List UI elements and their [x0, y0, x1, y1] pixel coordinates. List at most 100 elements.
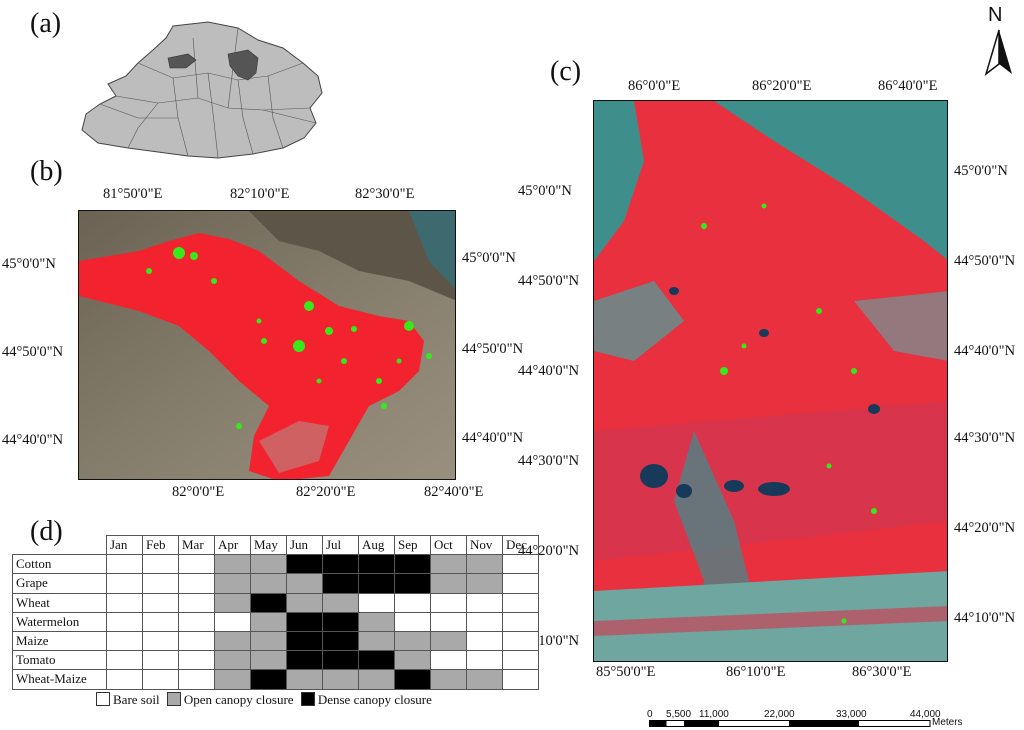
- stage-cell: [178, 554, 215, 575]
- crop-name: Wheat-Maize: [12, 669, 107, 690]
- stage-cell: [430, 650, 467, 671]
- stage-cell: [358, 630, 395, 652]
- map-c-right-tick: 45°0'0"N: [954, 163, 1008, 179]
- stage-cell: [106, 611, 143, 632]
- stage-cell: [394, 554, 431, 575]
- crop-row: Wheat: [12, 592, 539, 613]
- stage-cell: [142, 611, 179, 632]
- stage-cell: [466, 573, 503, 594]
- map-c-bottom-tick: 86°30'0"E: [852, 664, 912, 680]
- stage-cell: [322, 630, 359, 652]
- stage-cell: [322, 592, 359, 613]
- stage-cell: [430, 573, 467, 594]
- stage-cell: [394, 669, 431, 690]
- study-area-c-highlight: [227, 49, 259, 81]
- stage-cell: [214, 592, 251, 613]
- month-header: Oct: [430, 534, 467, 556]
- crop-row: Watermelon: [12, 611, 539, 632]
- stage-cell: [286, 554, 323, 575]
- stage-cell: [502, 592, 539, 613]
- stage-cell: [142, 630, 179, 652]
- stage-cell: [466, 650, 503, 671]
- scale-label: 5,500: [666, 709, 692, 720]
- stage-cell: [214, 650, 251, 671]
- stage-cell: [358, 554, 395, 575]
- month-header: Feb: [142, 534, 179, 556]
- map-b-bottom-tick: 82°20'0"E: [296, 484, 356, 500]
- legend-swatch: [300, 692, 315, 706]
- stage-cell: [322, 650, 359, 671]
- scale-label: 33,000: [836, 709, 867, 720]
- legend-label: Dense canopy closure: [317, 692, 432, 707]
- legend-swatch: [96, 692, 110, 706]
- calendar-header-row: Jan Feb Mar Apr May Jun Jul Aug Sep Oct …: [13, 534, 539, 556]
- crop-row: Cotton: [12, 554, 539, 575]
- stage-cell: [214, 630, 251, 652]
- stage-cell: [250, 611, 287, 632]
- stage-cell: [250, 630, 287, 652]
- legend-item-bare-soil: Bare soil: [96, 692, 160, 707]
- stage-cell: [394, 630, 431, 652]
- stage-cell: [430, 554, 467, 575]
- map-c-left-tick: 45°0'0"N: [518, 183, 572, 199]
- crop-row: Grape: [12, 573, 539, 594]
- satellite-map-c: [593, 100, 948, 662]
- crop-calendar-table: Jan Feb Mar Apr May Jun Jul Aug Sep Oct …: [12, 534, 539, 690]
- stage-cell: [142, 573, 179, 594]
- stage-cell: [142, 554, 179, 575]
- crop-row: Maize: [12, 630, 539, 652]
- stage-cell: [250, 573, 287, 594]
- month-header: Jul: [322, 534, 359, 556]
- stage-cell: [106, 573, 143, 594]
- stage-cell: [394, 650, 431, 671]
- stage-cell: [430, 630, 467, 652]
- crop-name: Wheat: [12, 592, 107, 613]
- stage-cell: [142, 669, 179, 690]
- legend-swatch: [166, 692, 181, 706]
- month-header: Sep: [394, 534, 431, 556]
- map-c-top-tick: 86°20'0"E: [752, 78, 812, 94]
- panel-label-b: (b): [30, 156, 63, 187]
- calendar-corner: [13, 536, 107, 555]
- stage-cell: [286, 669, 323, 690]
- stage-cell: [178, 630, 215, 652]
- map-b-top-tick: 82°10'0"E: [230, 186, 290, 202]
- stage-cell: [142, 592, 179, 613]
- scale-label: 0: [647, 709, 653, 720]
- stage-cell: [214, 611, 251, 632]
- scale-bar: [649, 720, 931, 727]
- map-b-left-tick: 45°0'0"N: [2, 256, 56, 272]
- stage-cell: [466, 592, 503, 613]
- month-header: Nov: [466, 534, 503, 556]
- map-c-top-tick: 86°40'0"E: [878, 78, 938, 94]
- stage-cell: [286, 573, 323, 594]
- stage-cell: [214, 669, 251, 690]
- stage-cell: [322, 573, 359, 594]
- stage-cell: [502, 630, 539, 652]
- stage-cell: [286, 630, 323, 652]
- stage-cell: [250, 592, 287, 613]
- stage-cell: [286, 611, 323, 632]
- map-c-left-tick: 44°50'0"N: [518, 273, 580, 289]
- stage-cell: [178, 611, 215, 632]
- study-area-b-highlight: [167, 53, 197, 69]
- stage-cell: [502, 554, 539, 575]
- stage-cell: [106, 592, 143, 613]
- map-b-top-tick: 82°30'0"E: [355, 186, 415, 202]
- region-map-a: [81, 21, 323, 159]
- stage-cell: [394, 592, 431, 613]
- map-c-left-tick: 44°30'0"N: [518, 453, 580, 469]
- legend-label: Bare soil: [113, 692, 160, 707]
- stage-cell: [178, 592, 215, 613]
- map-b-left-tick: 44°50'0"N: [2, 344, 64, 360]
- crop-name: Tomato: [12, 650, 107, 671]
- stage-cell: [178, 573, 215, 594]
- stage-cell: [502, 669, 539, 690]
- legend-item-dense-canopy: Dense canopy closure: [300, 692, 432, 707]
- month-header: Apr: [214, 534, 251, 556]
- month-header: Mar: [178, 534, 215, 556]
- stage-cell: [502, 573, 539, 594]
- stage-cell: [106, 554, 143, 575]
- crop-name: Grape: [12, 573, 107, 594]
- stage-cell: [322, 669, 359, 690]
